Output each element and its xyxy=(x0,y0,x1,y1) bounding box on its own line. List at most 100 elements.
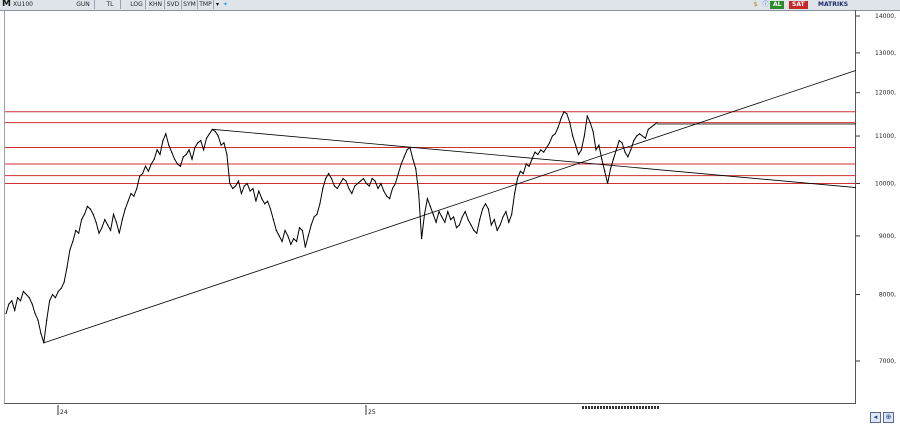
price-point xyxy=(479,218,481,221)
price-point xyxy=(246,182,248,185)
price-point xyxy=(316,213,318,215)
price-point xyxy=(572,135,574,137)
date-strip-mark xyxy=(585,406,587,409)
price-point xyxy=(455,227,458,229)
date-strip-mark xyxy=(609,406,611,409)
price-point xyxy=(57,290,59,293)
y-tick-label: 12000, xyxy=(875,90,896,97)
price-point xyxy=(261,198,263,200)
price-point xyxy=(5,312,7,315)
symbol-field[interactable]: XU100 xyxy=(13,1,33,8)
price-point xyxy=(275,229,277,232)
twitter-icon[interactable]: ✦ xyxy=(222,1,229,8)
info-icon[interactable]: ⓘ xyxy=(762,1,769,8)
price-point xyxy=(569,122,571,124)
price-series-line xyxy=(5,110,658,343)
price-point xyxy=(330,177,333,180)
price-point xyxy=(11,300,13,302)
price-point xyxy=(650,126,652,128)
price-point xyxy=(508,221,510,223)
price-point xyxy=(400,163,402,165)
symbol-button[interactable]: SYM xyxy=(182,0,198,9)
price-point xyxy=(351,192,353,195)
price-point xyxy=(133,195,135,197)
price-point xyxy=(502,216,504,218)
y-tick-label: 14000, xyxy=(875,13,896,20)
price-point xyxy=(264,203,266,205)
price-point xyxy=(296,240,298,243)
trendline-0 xyxy=(43,69,857,344)
log-button[interactable]: LOG xyxy=(128,0,146,9)
price-point xyxy=(644,137,646,139)
price-point xyxy=(345,180,347,182)
date-strip-mark xyxy=(600,406,602,409)
price-point xyxy=(484,203,487,205)
price-point xyxy=(511,213,513,215)
price-point xyxy=(435,221,437,223)
price-point xyxy=(426,198,429,200)
price-point xyxy=(609,168,612,170)
dollar-icon[interactable]: $ xyxy=(753,1,758,8)
price-point xyxy=(159,153,161,156)
price-point xyxy=(551,135,553,137)
price-point xyxy=(389,198,391,200)
buy-button[interactable]: AL xyxy=(770,1,785,9)
price-point xyxy=(313,216,315,218)
price-point xyxy=(156,149,158,151)
date-strip-mark xyxy=(612,406,614,409)
scroll-left-button[interactable]: ◂ xyxy=(870,412,881,423)
price-point xyxy=(258,190,260,192)
template-button[interactable]: TMP xyxy=(198,0,214,9)
price-point xyxy=(383,190,385,192)
matriks-menu[interactable]: MATRIKS xyxy=(818,1,849,8)
price-point xyxy=(522,173,524,175)
period-button[interactable]: GUN xyxy=(72,0,95,9)
price-point xyxy=(589,122,591,124)
currency-button[interactable]: TL xyxy=(100,0,121,9)
price-point xyxy=(304,246,306,248)
price-point xyxy=(476,232,478,234)
price-point xyxy=(636,135,638,137)
price-point xyxy=(566,113,568,115)
price-point xyxy=(577,153,580,156)
sell-button[interactable]: SAT xyxy=(789,1,808,9)
price-point xyxy=(43,342,45,344)
price-point xyxy=(394,182,397,185)
x-tick-label: 25 xyxy=(368,409,376,416)
price-point xyxy=(525,163,527,165)
price-point xyxy=(499,224,501,226)
price-point xyxy=(415,168,417,170)
price-point xyxy=(211,128,213,130)
price-point xyxy=(348,187,350,190)
chevron-down-icon[interactable]: ▾ xyxy=(215,1,219,8)
price-point xyxy=(441,216,443,218)
price-point xyxy=(220,144,222,146)
price-point xyxy=(176,163,179,165)
price-point xyxy=(217,135,219,137)
price-point xyxy=(8,303,10,305)
price-point xyxy=(194,146,196,149)
y-tick-label: 13000, xyxy=(875,50,896,57)
price-point xyxy=(48,300,51,302)
price-point xyxy=(325,177,327,180)
zoom-button[interactable]: ⊕ xyxy=(883,412,894,423)
price-point xyxy=(310,224,312,226)
price-point xyxy=(25,293,27,296)
price-point xyxy=(78,232,80,234)
price-point xyxy=(40,332,42,334)
price-point xyxy=(63,281,65,283)
price-point xyxy=(162,139,164,142)
session-button[interactable]: SVD xyxy=(165,0,182,9)
price-point xyxy=(656,122,658,124)
price-point xyxy=(371,177,373,180)
volume-button[interactable]: KHN xyxy=(147,0,165,9)
price-point xyxy=(19,300,22,302)
price-point xyxy=(278,235,280,237)
price-point xyxy=(505,211,507,213)
y-tick-label: 8000, xyxy=(879,292,896,299)
price-point xyxy=(630,149,632,151)
date-strip-mark xyxy=(645,406,647,409)
price-point xyxy=(333,185,336,187)
price-point xyxy=(618,139,620,142)
price-point xyxy=(83,213,86,215)
